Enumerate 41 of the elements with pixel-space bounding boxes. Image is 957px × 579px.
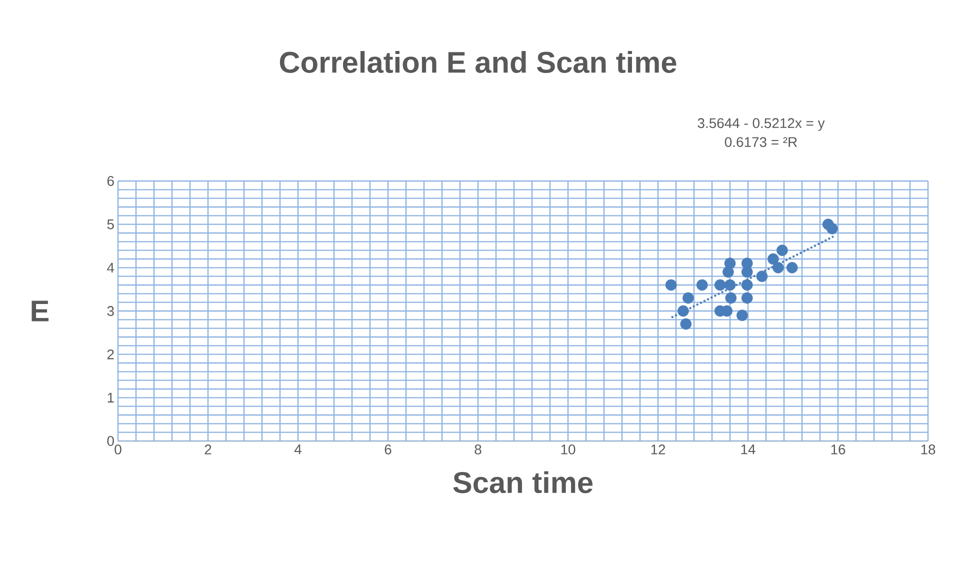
- x-tick-label: 6: [384, 444, 392, 454]
- point: [724, 279, 736, 291]
- y-tick-label: 0: [107, 436, 114, 446]
- x-tick-label: 16: [831, 444, 846, 454]
- text: 0.6173 = ²R: [724, 137, 797, 148]
- chart-title: Correlation E and Scan time: [280, 51, 676, 73]
- point: [786, 262, 798, 274]
- point: [772, 262, 784, 274]
- point: [736, 310, 748, 322]
- x-tick-label: 12: [651, 444, 666, 454]
- x-tick-label: 10: [561, 444, 576, 454]
- y-tick-label: 1: [108, 392, 114, 402]
- x-tick-label: 18: [921, 444, 936, 454]
- point: [741, 279, 753, 291]
- y-tick-label: 6: [107, 176, 114, 186]
- y-tick-label: 3: [107, 306, 114, 316]
- x-tick-label: 14: [741, 444, 756, 454]
- point: [725, 292, 737, 304]
- point: [722, 266, 734, 278]
- point: [756, 270, 768, 282]
- point: [680, 318, 692, 330]
- point: [776, 244, 788, 256]
- point: [768, 253, 779, 265]
- x-axis-title: Scan time: [453, 471, 593, 494]
- text: 3.5644 - 0.5212x = y: [698, 118, 825, 131]
- y-tick-label: 2: [107, 349, 114, 360]
- y-tick-label: 5: [107, 219, 114, 230]
- y-axis-title: E: [32, 300, 49, 322]
- point: [696, 279, 708, 291]
- x-tick-label: 0: [114, 444, 122, 454]
- x-tick-label: 4: [294, 444, 302, 454]
- point: [826, 222, 838, 234]
- point: [741, 292, 753, 304]
- y-tick-label: 4: [107, 262, 114, 272]
- x-tick-label: 2: [204, 444, 212, 454]
- x-tick-label: 8: [474, 444, 482, 454]
- point: [714, 279, 726, 291]
- point: [678, 305, 689, 317]
- point: [741, 266, 753, 278]
- point: [682, 292, 694, 304]
- point: [665, 279, 677, 291]
